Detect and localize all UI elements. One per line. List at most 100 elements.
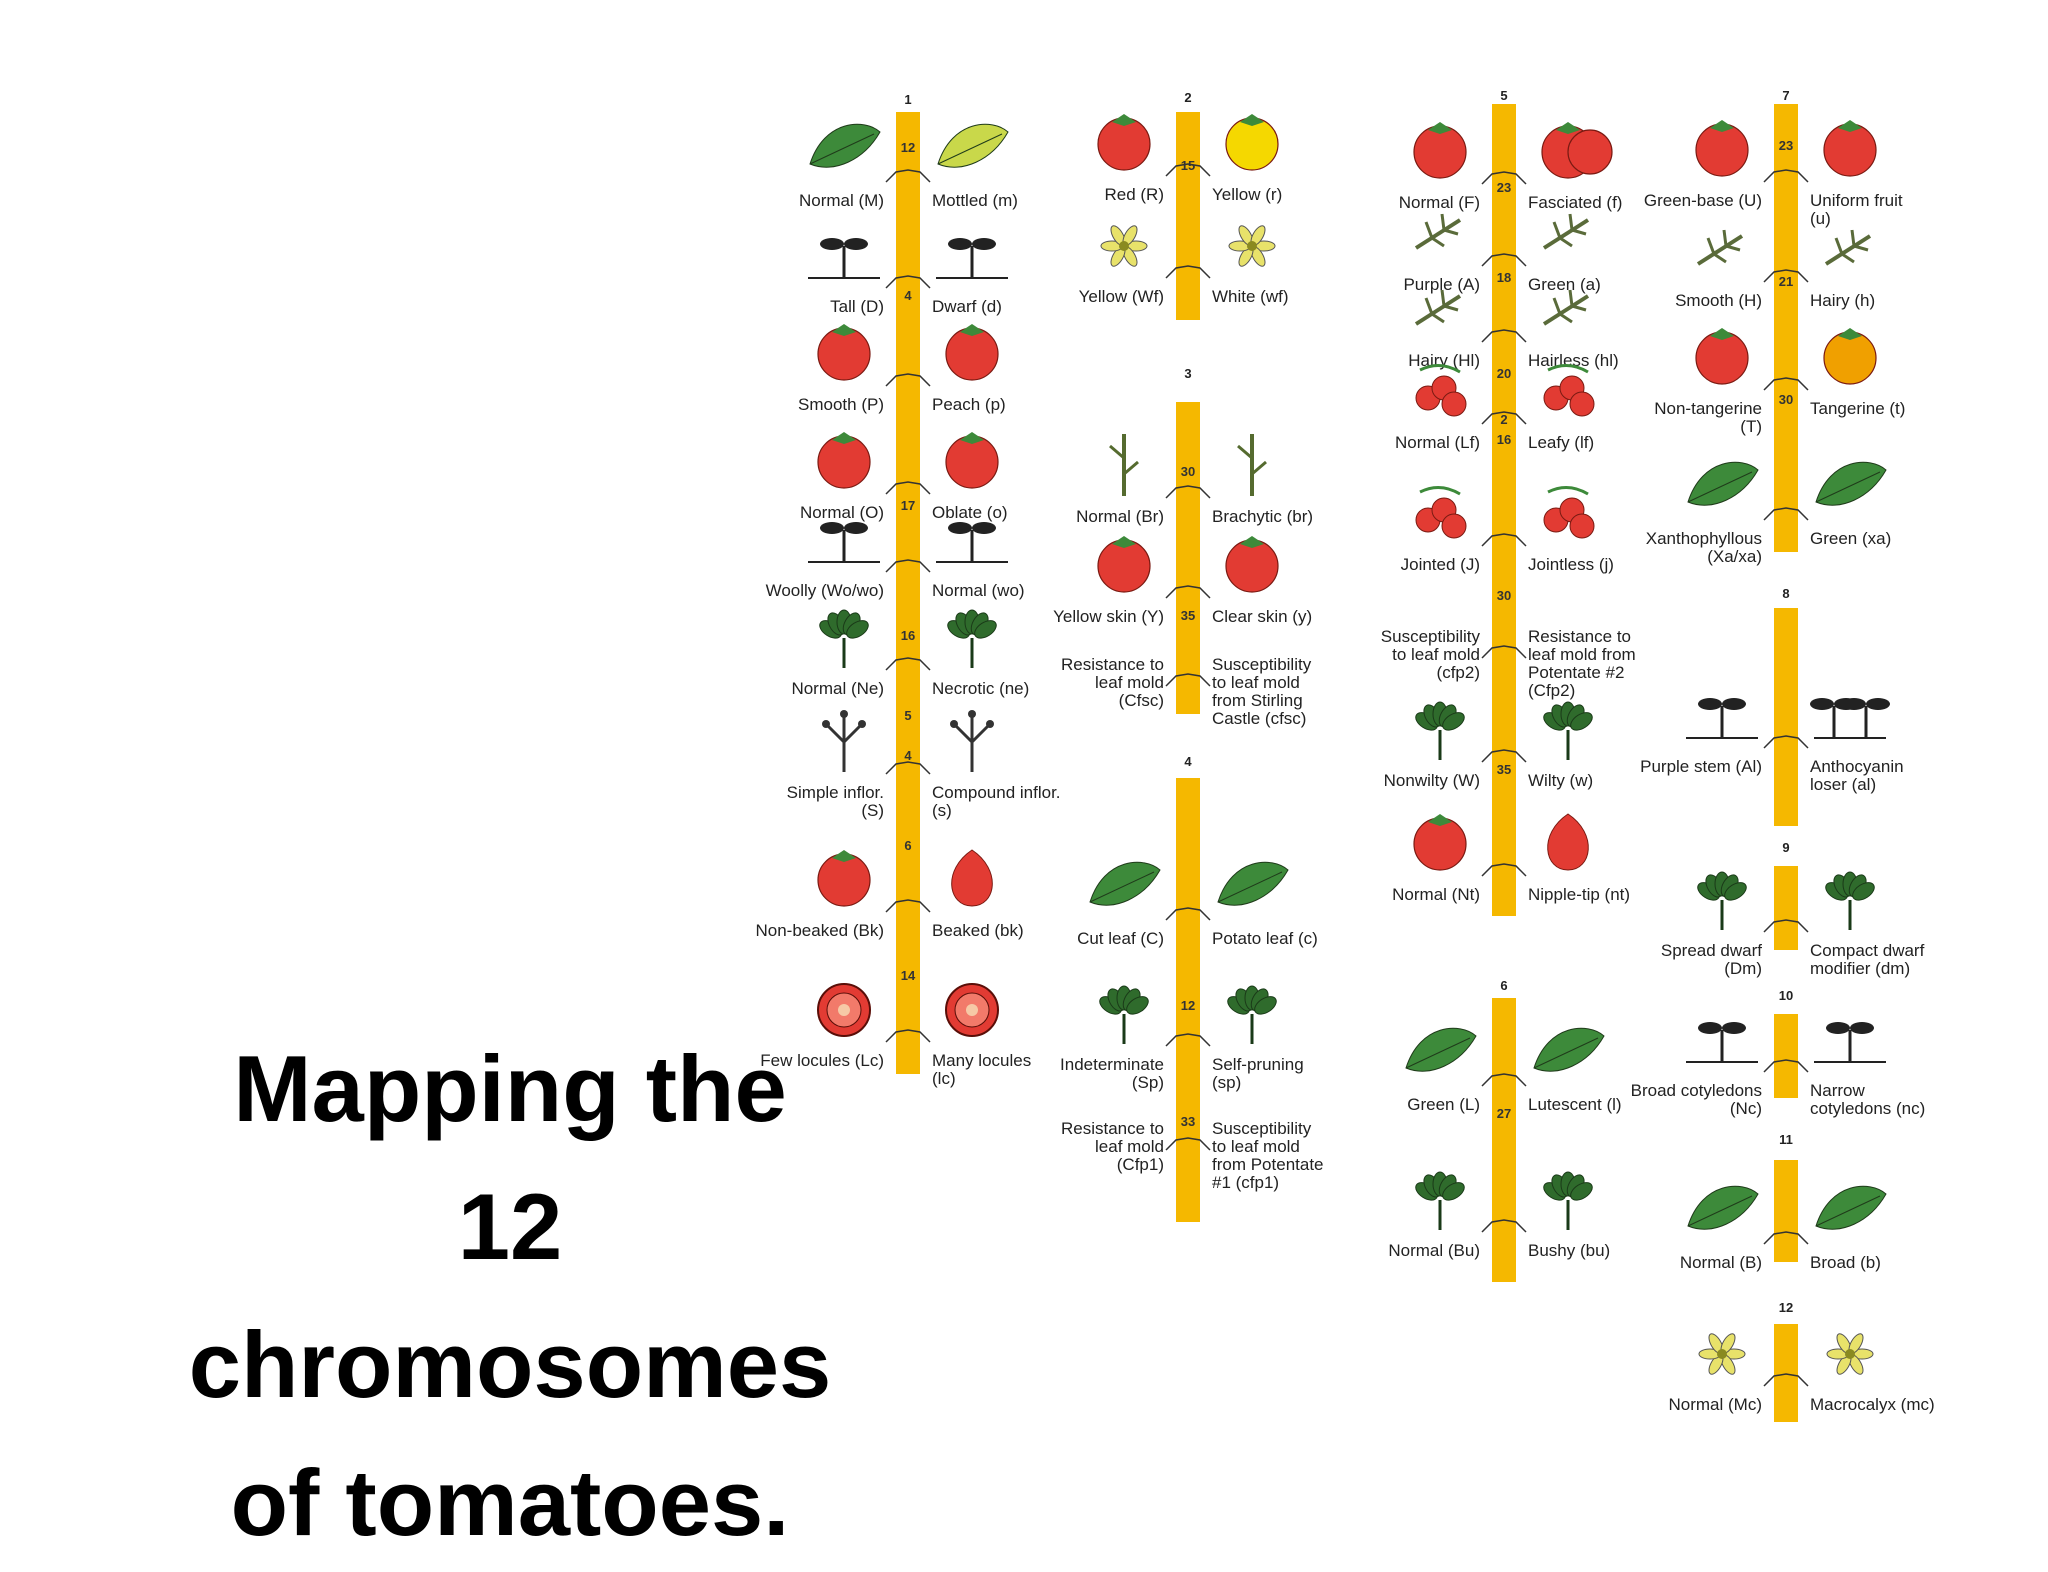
trait-left-label: Few locules (Lc) (760, 1051, 884, 1070)
locus-marker (885, 1029, 931, 1043)
tomato-section-icon (945, 983, 999, 1037)
map-distance: 27 (1497, 1106, 1511, 1121)
trait-left-label: (Dm) (1724, 959, 1762, 978)
chromosome-11: 11 Normal (B) Broad (b) (1680, 1132, 1887, 1272)
chromosome-number: 11 (1779, 1132, 1793, 1147)
slide-title: Mapping the 12 chromosomes of tomatoes. (130, 1020, 890, 1572)
locus-marker (885, 275, 931, 289)
trait-left-label: Normal (Bu) (1388, 1241, 1480, 1260)
trait-pair: Purple (A) Green (a) (1403, 213, 1601, 294)
trait-right-label: Dwarf (d) (932, 297, 1002, 316)
trait-pair: Normal (Ne) Necrotic (ne) (791, 609, 1029, 698)
chromosome-bar (1492, 104, 1516, 916)
plant-icon (1227, 985, 1277, 1044)
locus-marker (885, 481, 931, 495)
locus-marker (1481, 171, 1527, 185)
tomato-section-icon (817, 983, 871, 1037)
trait-left-label: Woolly (Wo/wo) (766, 581, 884, 600)
locus-marker (1763, 269, 1809, 283)
locus-marker (1481, 645, 1527, 659)
locus-marker (1165, 1137, 1211, 1151)
plant-icon (1415, 1171, 1465, 1230)
trait-pair: Green (L) Lutescent (l) (1405, 1027, 1622, 1114)
trait-left-label: Green-base (U) (1644, 191, 1762, 210)
trait-right-label: Brachytic (br) (1212, 507, 1313, 526)
map-distance: 15 (1181, 158, 1195, 173)
trait-right-label: cotyledons (nc) (1810, 1099, 1925, 1118)
map-distance: 30 (1497, 588, 1511, 603)
trait-left-label: (Sp) (1132, 1073, 1164, 1092)
trait-right-label: (s) (932, 801, 952, 820)
sprig-icon (1696, 229, 1744, 266)
fruit-cluster-icon (1543, 364, 1595, 417)
stem-icon (1109, 434, 1139, 496)
chromosome-bar (1176, 402, 1200, 714)
trait-left-label: Cut leaf (C) (1077, 929, 1164, 948)
chromosome-3: 3 30 35 Normal (Br) Brachytic (br) Yellow ski… (1053, 366, 1313, 728)
trait-right-label: Many locules (932, 1051, 1031, 1070)
trait-pair: Smooth (P) Peach (p) (798, 324, 1006, 414)
locus-marker (1481, 533, 1527, 547)
trait-right-label: Beaked (bk) (932, 921, 1024, 940)
trait-right-label: Jointless (j) (1528, 555, 1614, 574)
trait-left-label: Normal (Ne) (791, 679, 884, 698)
trait-right-label: Normal (wo) (932, 581, 1025, 600)
trait-left-label: Non-beaked (Bk) (755, 921, 884, 940)
mottled-leaf-icon (937, 123, 1009, 168)
tomato-icon (1225, 114, 1279, 171)
trait-left-label: Red (R) (1104, 185, 1164, 204)
chromosome-1: 1 12 4 17 16 5 4 6 14 Normal (M) Mottled (m) Tall (… (755, 92, 1060, 1088)
fruit-cluster-icon (1415, 364, 1467, 417)
locus-marker (1763, 169, 1809, 183)
map-distance: 33 (1181, 1114, 1195, 1129)
title-line-3: chromosomes (188, 1312, 832, 1417)
trait-pair: Normal (Mc) Macrocalyx (mc) (1669, 1333, 1935, 1414)
locus-marker (1481, 253, 1527, 267)
trait-pair: Tall (D) Dwarf (d) (808, 238, 1008, 316)
flower-icon (1826, 1333, 1874, 1375)
trait-left-label: Normal (Br) (1076, 507, 1164, 526)
map-distance: 16 (1497, 432, 1511, 447)
trait-right-label: Uniform fruit (1810, 191, 1903, 210)
chromosome-number: 7 (1782, 88, 1789, 103)
plant-icon (1825, 871, 1875, 930)
locus-marker (1165, 485, 1211, 499)
tomato-icon (1695, 328, 1749, 385)
trait-pair: Normal (Br) Brachytic (br) (1076, 434, 1313, 526)
locus-marker (1481, 1073, 1527, 1087)
chromosome-2: 2 15 Red (R) Yellow (r) Yellow (Wf) White (wf… (1079, 90, 1289, 320)
trait-right-label: from Potentate (1212, 1155, 1324, 1174)
tomato-icon (945, 324, 999, 381)
trait-right-label: Hairy (h) (1810, 291, 1875, 310)
trait-left-label: Susceptibility (1381, 627, 1481, 646)
chromosome-bar (1774, 1324, 1798, 1422)
flower-icon (1228, 225, 1276, 267)
chromosome-number: 1 (904, 92, 911, 107)
trait-pair: Non-beaked (Bk) Beaked (bk) (755, 849, 1024, 940)
chromosome-bar (1774, 104, 1798, 552)
trait-pair: Yellow skin (Y) Clear skin (y) (1053, 536, 1312, 626)
map-distance: 4 (904, 288, 912, 303)
leaf-icon (1815, 461, 1887, 506)
locus-marker (885, 761, 931, 775)
trait-right-label: Green (xa) (1810, 529, 1891, 548)
trait-right-label: Susceptibility (1212, 1119, 1312, 1138)
trait-right-label: modifier (dm) (1810, 959, 1910, 978)
plant-icon (1099, 985, 1149, 1044)
trait-right-label: Compound inflor. (932, 783, 1061, 802)
leaf-icon (1687, 461, 1759, 506)
trait-right-label: Clear skin (y) (1212, 607, 1312, 626)
trait-left-label: leaf mold (1095, 673, 1164, 692)
trait-left-label: Hairy (Hl) (1408, 351, 1480, 370)
trait-right-label: leaf mold from (1528, 645, 1636, 664)
trait-left-label: (S) (861, 801, 884, 820)
trait-right-label: Macrocalyx (mc) (1810, 1395, 1935, 1414)
leaf-icon (1089, 861, 1161, 906)
chromosome-bar (1176, 112, 1200, 320)
trait-left-label: Broad cotyledons (1631, 1081, 1762, 1100)
chromosome-number: 6 (1500, 978, 1507, 993)
